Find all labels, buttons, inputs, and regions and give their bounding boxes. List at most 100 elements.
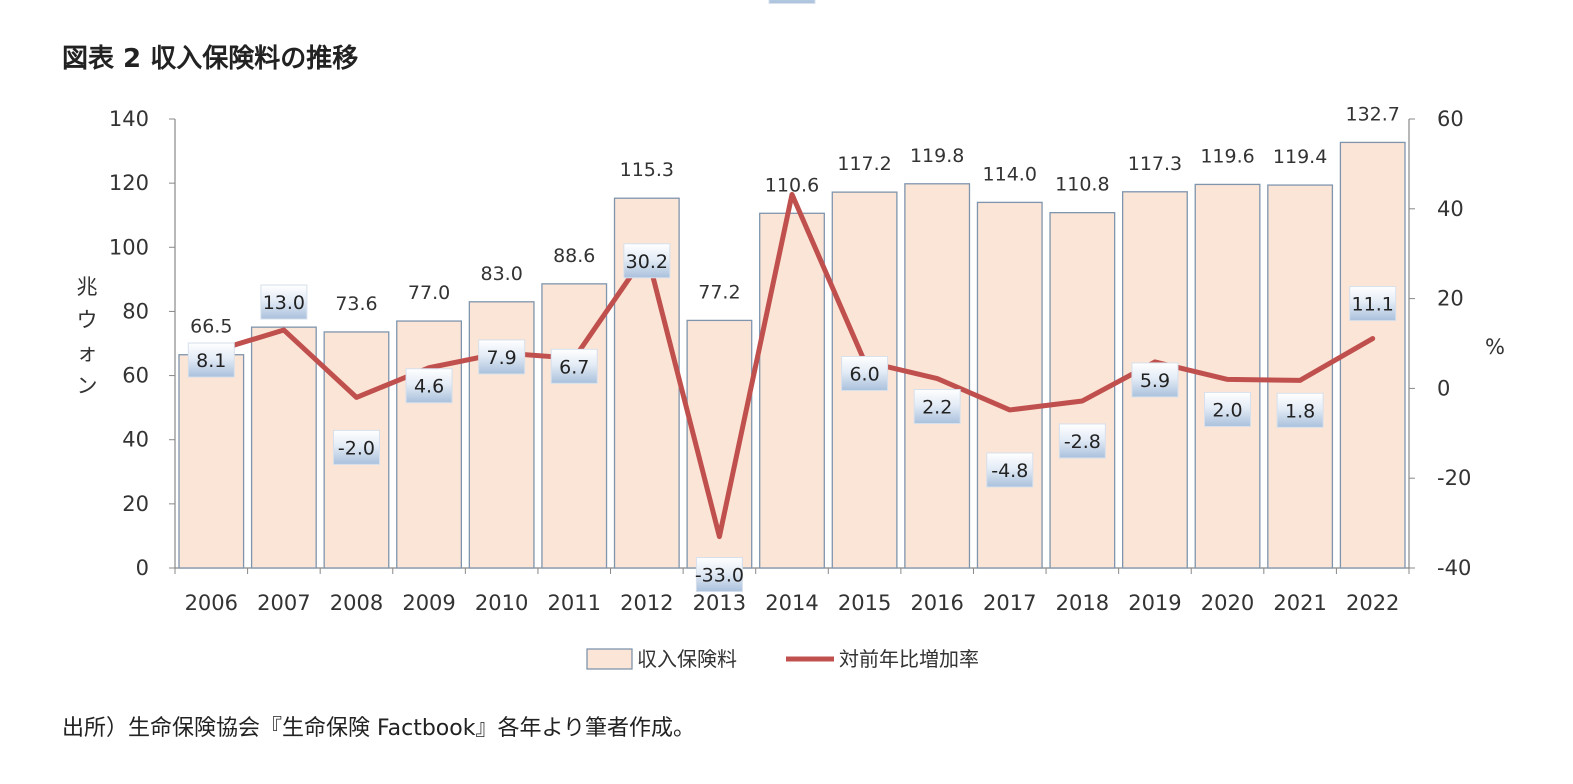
rate-value-label: 2.0 bbox=[1212, 399, 1242, 421]
left-tick-label: 60 bbox=[122, 364, 149, 388]
bar-value-label: 117.3 bbox=[1128, 153, 1182, 175]
left-tick-label: 80 bbox=[122, 299, 149, 323]
left-axis-unit-char: 兆 bbox=[77, 275, 98, 299]
x-tick-label: 2009 bbox=[402, 591, 455, 615]
x-tick-label: 2019 bbox=[1128, 591, 1181, 615]
bar-value-label: 119.6 bbox=[1200, 145, 1254, 167]
rate-label-box bbox=[1276, 392, 1324, 428]
left-axis-unit-char: ウ bbox=[77, 308, 98, 332]
right-axis: -40 -20 0 20 40 60 bbox=[1408, 107, 1471, 580]
line-series bbox=[208, 191, 1376, 540]
rate-label-box bbox=[1349, 286, 1397, 322]
rate-label-box bbox=[768, 0, 816, 4]
bar-value-label: 117.2 bbox=[837, 153, 891, 175]
left-tick-label: 20 bbox=[122, 492, 149, 516]
left-tick-label: 100 bbox=[109, 235, 149, 259]
bar-value-label: 73.6 bbox=[335, 293, 377, 315]
bar-2009 bbox=[396, 320, 463, 569]
rate-label-box bbox=[1204, 391, 1252, 427]
bar-value-label: 77.2 bbox=[698, 281, 740, 303]
x-tick-label: 2020 bbox=[1201, 591, 1254, 615]
bar-value-label: 88.6 bbox=[553, 245, 595, 267]
left-axis-unit-char: ン bbox=[77, 374, 98, 398]
rate-value-label: 8.1 bbox=[196, 350, 226, 372]
bar-value-label: 83.0 bbox=[480, 263, 522, 285]
bar-value-labels: 66.575.173.677.083.088.6115.377.2110.611… bbox=[190, 103, 1400, 337]
rate-value-label: -33.0 bbox=[695, 565, 744, 587]
bar-2022 bbox=[1339, 141, 1406, 569]
x-tick-label: 2017 bbox=[983, 591, 1036, 615]
source-note: 出所）生命保険協会『生命保険 Factbook』各年より筆者作成。 bbox=[62, 716, 696, 741]
bar-value-label: 77.0 bbox=[408, 282, 450, 304]
right-tick-label: -20 bbox=[1437, 466, 1471, 490]
rate-label-box bbox=[623, 243, 671, 279]
rate-value-label: -2.8 bbox=[1064, 431, 1101, 453]
rate-value-label: 5.9 bbox=[1140, 370, 1170, 392]
bar-value-label: 110.6 bbox=[765, 174, 819, 196]
right-tick-label: 20 bbox=[1437, 287, 1464, 311]
bar-value-label: 115.3 bbox=[620, 159, 674, 181]
bar-value-label: 132.7 bbox=[1346, 103, 1400, 125]
right-tick-label: 40 bbox=[1437, 197, 1464, 221]
bar-2016 bbox=[904, 183, 971, 569]
x-tick-label: 2016 bbox=[910, 591, 963, 615]
x-tick-label: 2014 bbox=[765, 591, 818, 615]
bar-2021 bbox=[1267, 184, 1334, 569]
rate-value-labels: 8.113.0-2.04.67.96.730.2-33.043.26.02.2-… bbox=[187, 0, 1397, 593]
rate-label-box bbox=[332, 429, 380, 465]
x-tick-label: 2010 bbox=[475, 591, 528, 615]
right-axis-unit: % bbox=[1485, 335, 1505, 359]
x-tick-label: 2022 bbox=[1346, 591, 1399, 615]
x-tick-label: 2021 bbox=[1273, 591, 1326, 615]
rate-value-label: 2.2 bbox=[922, 397, 952, 419]
x-tick-label: 2012 bbox=[620, 591, 673, 615]
bar-2017 bbox=[976, 201, 1043, 569]
rate-value-label: 4.6 bbox=[414, 376, 444, 398]
bar-value-label: 110.8 bbox=[1055, 174, 1109, 196]
left-axis-unit-char: ォ bbox=[77, 341, 98, 365]
legend-label-line: 対前年比増加率 bbox=[839, 647, 979, 671]
left-tick-label: 40 bbox=[122, 428, 149, 452]
legend: 収入保険料 対前年比増加率 bbox=[586, 647, 979, 671]
rate-label-box bbox=[478, 339, 526, 375]
left-tick-label: 120 bbox=[109, 171, 149, 195]
rate-value-label: 7.9 bbox=[487, 347, 517, 369]
rate-label-box bbox=[695, 557, 743, 593]
bar-2006 bbox=[178, 354, 245, 569]
chart-title: 図表 2 収入保険料の推移 bbox=[62, 44, 359, 74]
rate-value-label: 30.2 bbox=[626, 251, 668, 273]
rate-label-box bbox=[913, 389, 961, 425]
legend-label-bar: 収入保険料 bbox=[637, 647, 737, 671]
rate-label-box bbox=[1058, 423, 1106, 459]
x-tick-label: 2015 bbox=[838, 591, 891, 615]
bar-2007 bbox=[250, 326, 317, 569]
legend-swatch-bar bbox=[586, 648, 633, 670]
right-tick-label: 0 bbox=[1437, 376, 1450, 400]
bar-value-label: 114.0 bbox=[983, 163, 1037, 185]
rate-label-box bbox=[405, 368, 453, 404]
x-tick-label: 2007 bbox=[257, 591, 310, 615]
rate-value-label: 1.8 bbox=[1285, 400, 1315, 422]
rate-value-label: 6.7 bbox=[559, 356, 589, 378]
right-tick-label: -40 bbox=[1437, 556, 1471, 580]
rate-label-box bbox=[1131, 362, 1179, 398]
rate-value-label: 11.1 bbox=[1352, 294, 1394, 316]
rate-label-box bbox=[550, 348, 598, 384]
bar-2014 bbox=[759, 212, 825, 569]
rate-value-label: 6.0 bbox=[849, 363, 879, 385]
x-tick-label: 2018 bbox=[1056, 591, 1109, 615]
x-axis-tick-labels: 2006 2007 2008 2009 2010 2011 2012 2013 2014 2015… bbox=[185, 591, 1400, 615]
rate-value-label: 13.0 bbox=[263, 292, 305, 314]
x-tick-label: 2006 bbox=[185, 591, 238, 615]
x-tick-label: 2008 bbox=[330, 591, 383, 615]
right-tick-label: 60 bbox=[1437, 107, 1464, 131]
x-tick-label: 2011 bbox=[548, 591, 601, 615]
rate-value-label: -4.8 bbox=[991, 460, 1028, 482]
rate-label-box bbox=[187, 342, 235, 378]
rate-label-box bbox=[841, 355, 889, 391]
left-tick-label: 140 bbox=[109, 107, 149, 131]
bar-value-label: 119.8 bbox=[910, 145, 964, 167]
rate-value-label: -2.0 bbox=[338, 437, 375, 459]
